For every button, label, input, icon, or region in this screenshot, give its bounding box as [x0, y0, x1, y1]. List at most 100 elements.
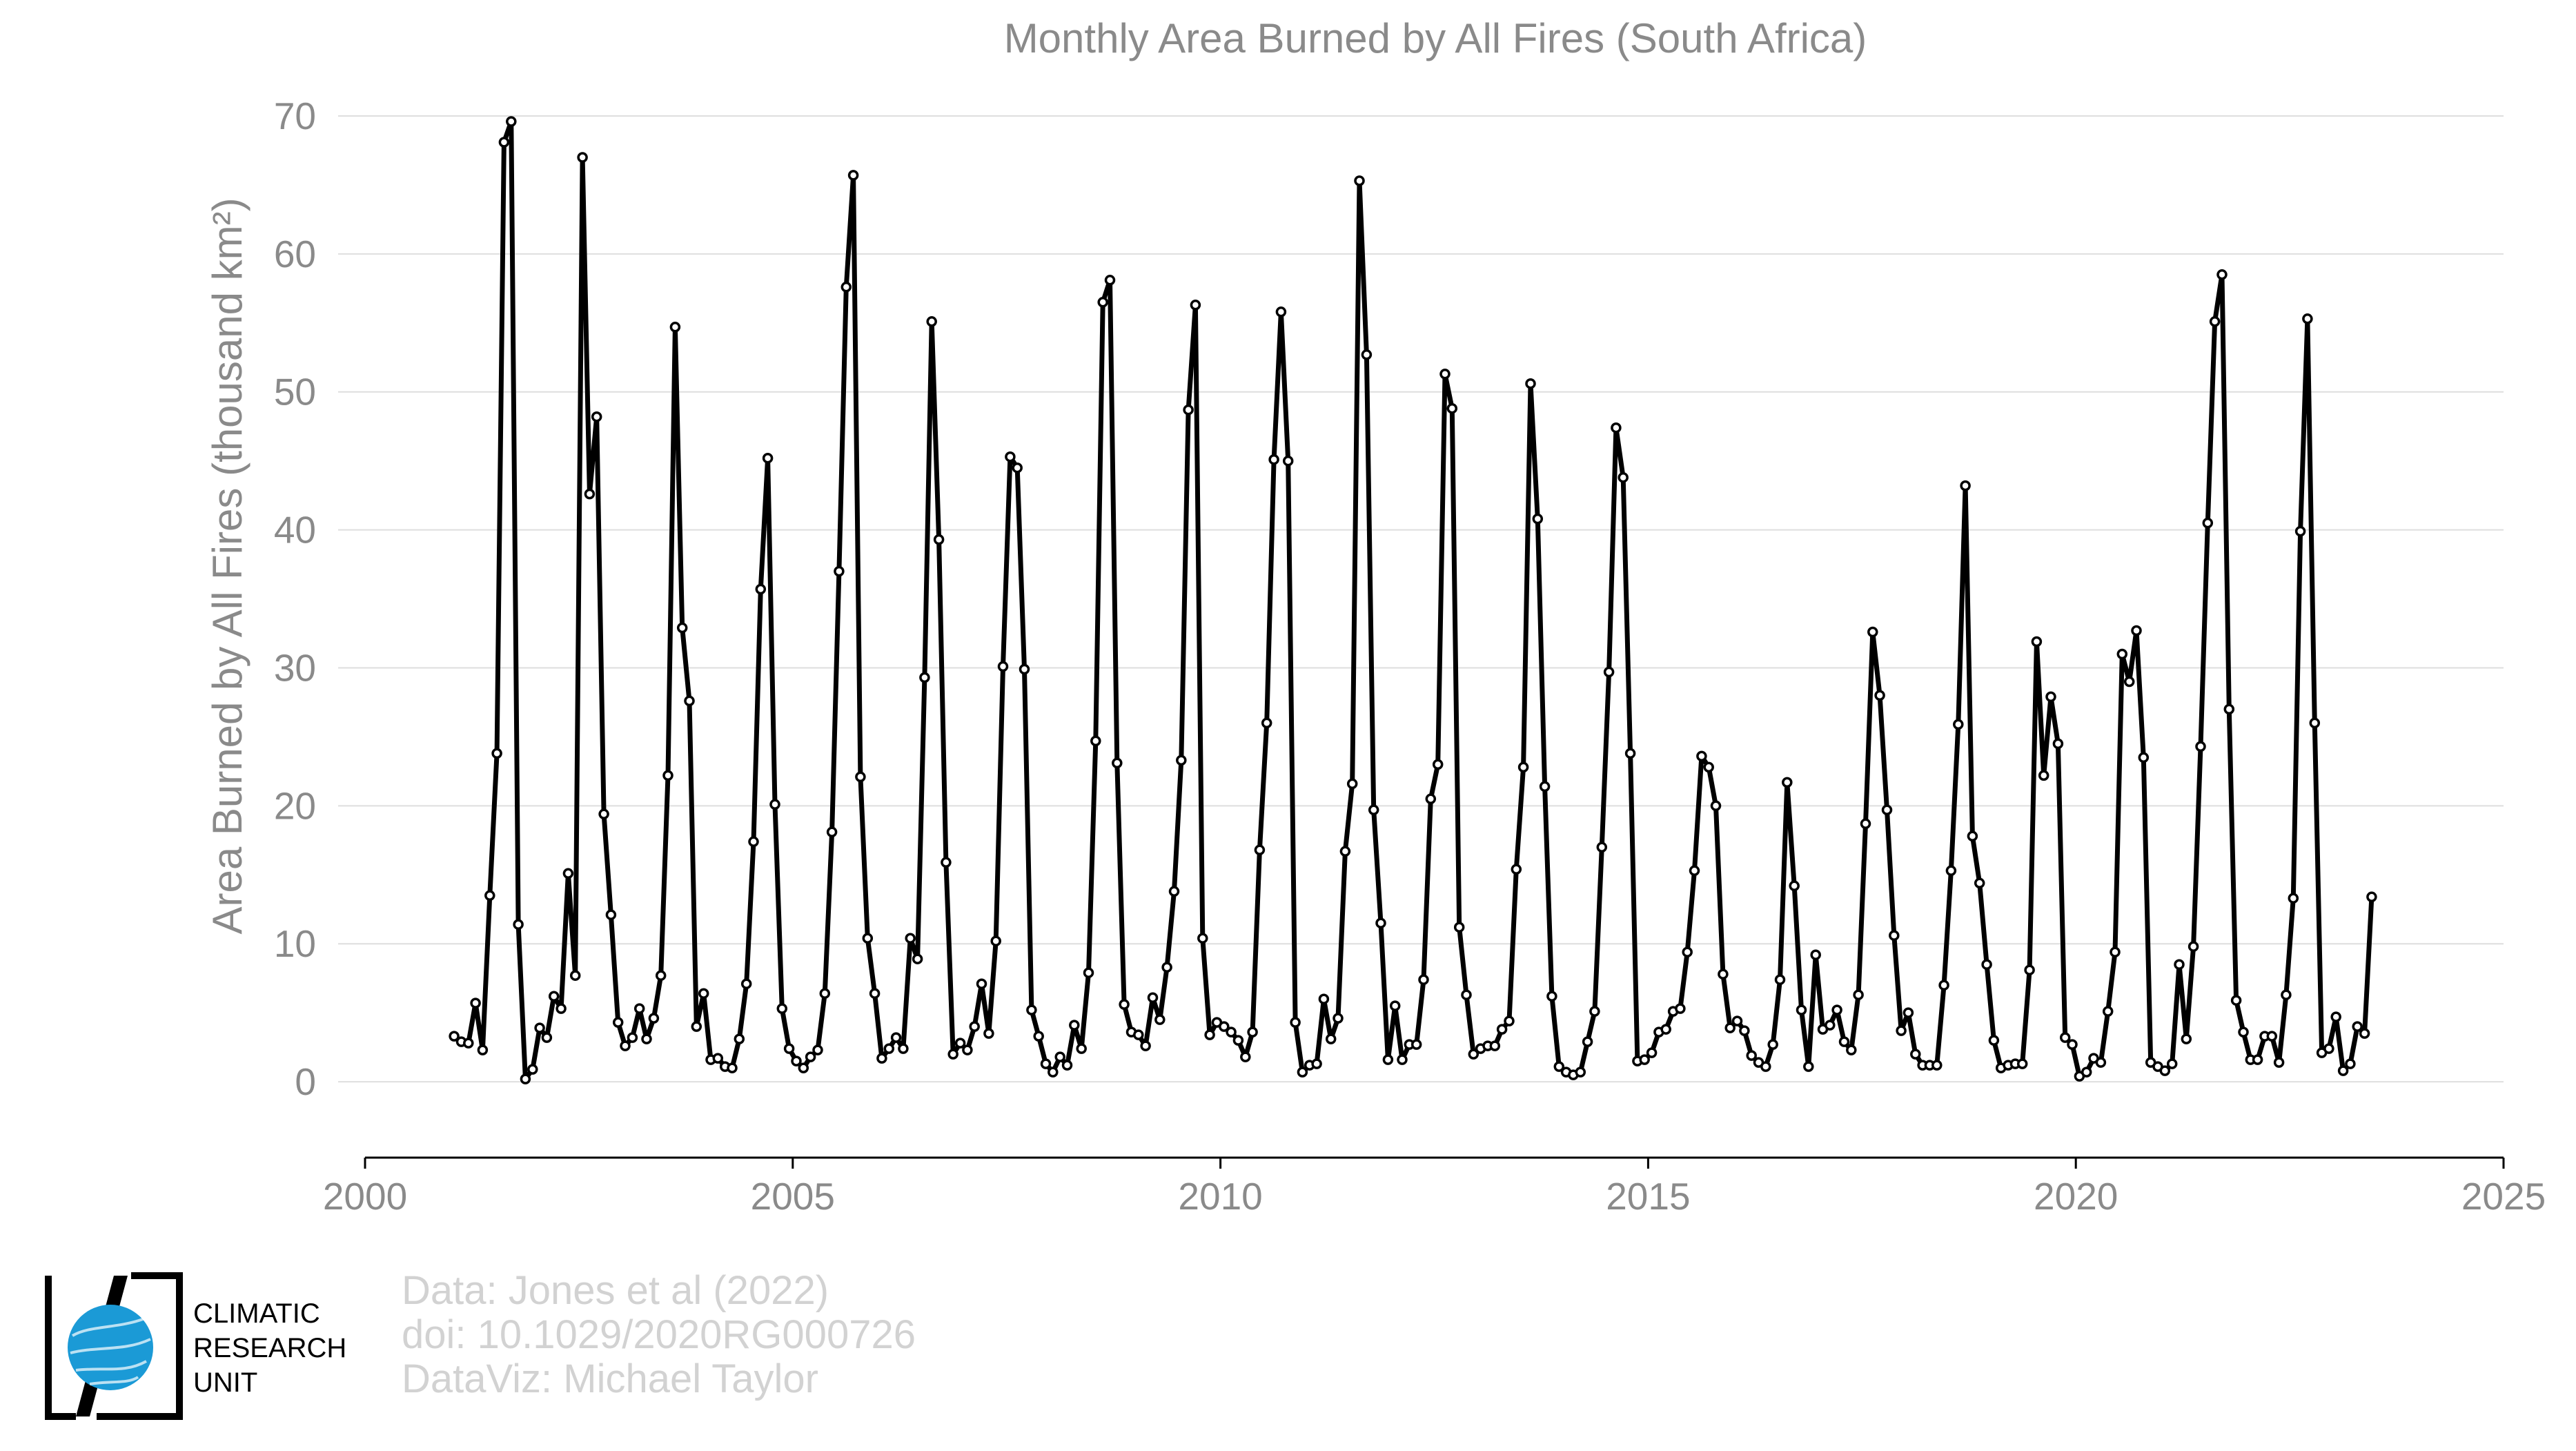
data-point — [1603, 666, 1615, 678]
data-point — [2294, 525, 2306, 537]
data-point — [1724, 1022, 1736, 1033]
data-point — [1774, 974, 1786, 985]
cru-logo-text: CLIMATIC RESEARCH UNIT — [193, 1296, 346, 1400]
series-line — [452, 119, 2375, 1082]
data-point — [1760, 1061, 1771, 1072]
data-point — [1325, 1033, 1337, 1044]
data-point — [812, 1044, 823, 1055]
data-point — [1682, 946, 1693, 957]
data-point — [1960, 480, 1971, 491]
data-point — [2273, 1057, 2285, 1068]
data-point — [676, 622, 688, 634]
data-point — [1346, 778, 1358, 790]
data-point — [954, 1038, 966, 1049]
credit-data: Data: Jones et al (2022) — [402, 1268, 829, 1313]
data-point — [2281, 989, 2292, 1000]
y-tick-label: 60 — [274, 233, 316, 275]
data-point — [2110, 946, 2121, 957]
data-point — [584, 488, 596, 500]
data-point — [2266, 1031, 2278, 1042]
data-point — [776, 1003, 788, 1014]
y-tick-label: 0 — [295, 1060, 316, 1103]
data-point — [2181, 1033, 2192, 1044]
data-point — [449, 1031, 460, 1042]
data-point — [2138, 752, 2150, 763]
data-point — [748, 836, 759, 848]
data-point — [698, 988, 709, 999]
data-point — [1881, 804, 1893, 816]
data-point — [990, 935, 1001, 946]
logo-line-3: UNIT — [193, 1367, 258, 1398]
data-point — [1825, 1020, 1836, 1031]
data-point — [669, 322, 681, 333]
data-point — [1375, 917, 1386, 928]
data-point — [1083, 967, 1094, 978]
data-point — [1796, 1004, 1807, 1015]
data-point — [855, 771, 866, 783]
data-point — [1810, 949, 1821, 960]
data-point — [1504, 1015, 1515, 1026]
chart-title: Monthly Area Burned by All Fires (South … — [1004, 15, 1867, 61]
data-point — [2223, 703, 2235, 715]
data-point — [1532, 513, 1544, 525]
data-point — [2230, 995, 2242, 1006]
data-point — [591, 411, 602, 422]
data-point — [1361, 349, 1373, 360]
data-point — [1782, 777, 1793, 788]
data-point — [1368, 804, 1379, 816]
data-point — [569, 970, 581, 981]
data-point — [1247, 1026, 1258, 1038]
data-point — [641, 1033, 652, 1044]
data-point — [1012, 462, 1023, 474]
data-point — [1418, 974, 1429, 985]
data-point — [1461, 989, 1472, 1000]
data-point — [1596, 841, 1608, 853]
data-point — [1026, 1004, 1037, 1015]
data-point — [2288, 893, 2299, 904]
data-point — [2174, 959, 2185, 970]
data-point — [2366, 891, 2377, 903]
data-point — [598, 808, 609, 820]
data-point — [1539, 781, 1551, 792]
data-point — [997, 661, 1009, 672]
data-point — [1232, 1035, 1244, 1046]
data-point — [527, 1064, 538, 1075]
data-point — [655, 970, 667, 981]
data-point — [1076, 1043, 1087, 1054]
data-point — [1582, 1036, 1593, 1047]
data-point — [2216, 269, 2228, 280]
data-point — [470, 997, 481, 1009]
data-point — [798, 1062, 809, 1073]
y-tick-label: 10 — [274, 922, 316, 965]
data-point — [1097, 297, 1108, 308]
data-point — [805, 1051, 816, 1062]
data-points — [449, 116, 2377, 1084]
data-point — [905, 933, 916, 944]
cru-logo: CLIMATIC RESEARCH UNIT — [41, 1270, 414, 1422]
data-point — [1718, 968, 1729, 980]
data-point — [2081, 1067, 2092, 1078]
data-point — [1902, 1007, 1914, 1018]
data-point — [947, 1049, 958, 1060]
data-point — [862, 933, 874, 944]
data-point — [1589, 1006, 1600, 1017]
data-point — [933, 534, 945, 545]
data-point — [1112, 757, 1123, 769]
data-point — [847, 170, 859, 181]
data-point — [1611, 422, 1622, 434]
data-point — [1945, 865, 1957, 877]
data-point — [1090, 735, 1101, 747]
data-point — [2202, 517, 2214, 529]
data-point — [1639, 1054, 1650, 1065]
data-point — [1226, 1026, 1237, 1038]
data-point — [1297, 1067, 1308, 1078]
data-point — [1054, 1051, 1065, 1062]
data-point — [1831, 1004, 1842, 1015]
data-point — [1069, 1020, 1080, 1031]
data-point — [513, 919, 524, 930]
data-point — [1033, 1031, 1044, 1042]
data-point — [2252, 1054, 2263, 1065]
data-point — [1119, 999, 1130, 1010]
credit-dataviz: DataViz: Michael Taylor — [402, 1356, 818, 1401]
logo-line-1: CLIMATIC — [193, 1298, 320, 1329]
